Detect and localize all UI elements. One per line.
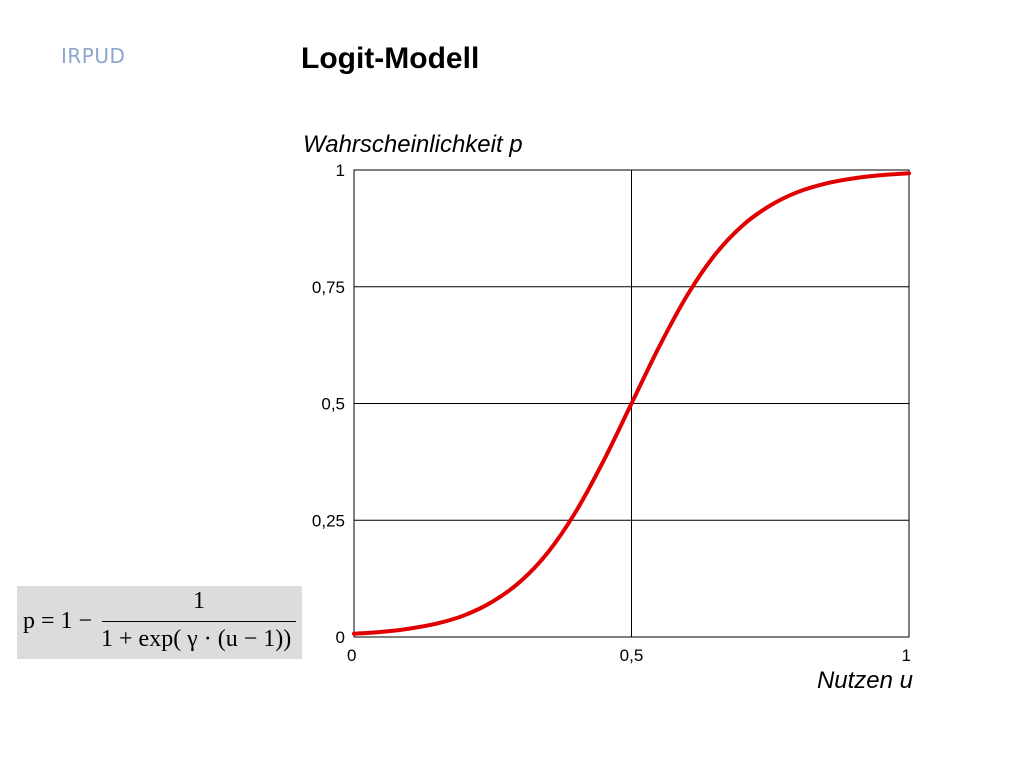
logo-text: IRPUD [61,44,126,68]
y-tick-label: 0 [336,628,345,647]
y-axis-label: Wahrscheinlichkeit p [303,131,523,158]
x-tick-label: 0 [347,646,356,665]
logit-curve [352,171,911,636]
y-tick-label: 0,25 [312,511,345,530]
x-axis-label: Nutzen u [817,667,913,694]
x-tick-label: 0,5 [620,646,644,665]
y-tick-label: 0,75 [312,278,345,297]
formula-lhs: p = 1 − [23,608,93,634]
formula-box: p = 1 − 1 1 + exp( γ · (u − 1)) [17,586,302,659]
y-tick-label: 1 [336,161,345,180]
formula-numerator: 1 [193,588,205,614]
formula-denominator: 1 + exp( γ · (u − 1)) [101,626,292,652]
y-tick-label: 0,5 [321,395,345,414]
x-tick-label: 1 [902,646,911,665]
formula-fraction-bar [102,621,296,622]
page-title: Logit-Modell [301,42,480,75]
